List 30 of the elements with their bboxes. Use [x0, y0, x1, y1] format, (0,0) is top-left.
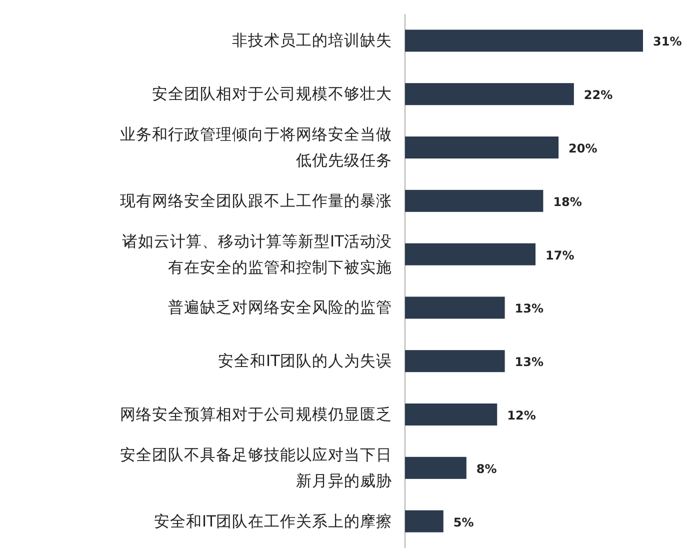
y-tick-label: 安全团队相对于公司规模不够壮大 [152, 85, 392, 104]
y-tick-label: 现有网络安全团队跟不上工作量的暴涨 [120, 192, 392, 210]
bar [405, 350, 505, 372]
y-tick-label: 业务和行政管理倾向于将网络安全当做低优先级任务 [120, 126, 392, 170]
data-label: 22% [584, 88, 613, 102]
y-tick-label: 网络安全预算相对于公司规模仍显匮乏 [120, 406, 392, 424]
y-tick-label: 安全和IT团队的人为失误 [218, 352, 392, 370]
bar [405, 243, 536, 266]
data-label: 12% [507, 408, 536, 422]
bar [405, 456, 466, 479]
data-label: 13% [514, 355, 544, 370]
data-label: 31% [653, 34, 682, 49]
data-label: 13% [514, 302, 544, 316]
bar [405, 404, 498, 426]
data-label: 17% [546, 248, 574, 262]
bar [405, 136, 559, 158]
data-label: 5% [453, 515, 474, 530]
bar [405, 190, 544, 212]
y-tick-label: 诸如云计算、移动计算等新型IT活动没有在安全的监管和控制下被实施 [122, 232, 392, 276]
bar [405, 83, 574, 106]
bar [405, 30, 643, 52]
data-label: 20% [568, 142, 598, 156]
y-tick-label: 普遍缺乏对网络安全风险的监管 [168, 298, 392, 317]
data-label: 18% [553, 194, 582, 209]
bar [405, 510, 444, 532]
y-tick-label: 非技术员工的培训缺失 [232, 32, 392, 50]
y-tick-label: 安全和IT团队在工作关系上的摩擦 [154, 512, 392, 530]
bar [405, 296, 505, 319]
y-tick-label: 安全团队不具备足够技能以应对当下日新月异的威胁 [120, 446, 392, 490]
data-label: 8% [476, 462, 497, 476]
